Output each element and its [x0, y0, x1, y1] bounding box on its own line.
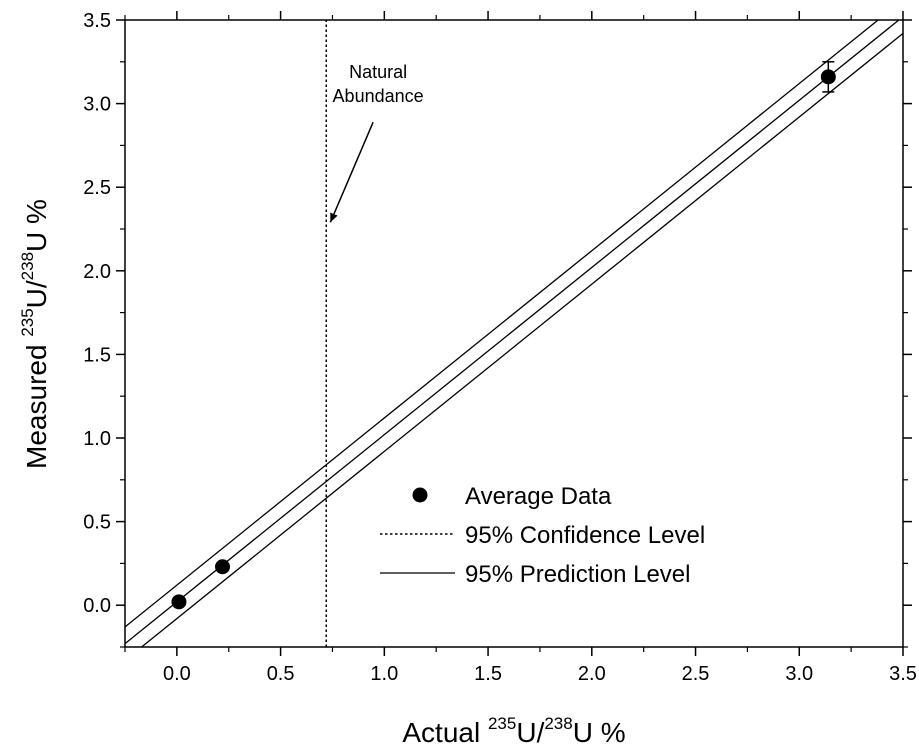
- legend-label: 95% Confidence Level: [465, 522, 705, 549]
- x-tick-label: 1.0: [370, 663, 398, 685]
- y-tick-label: 2.5: [83, 177, 111, 199]
- data-point: [215, 559, 231, 575]
- y-tick-label: 2.0: [83, 261, 111, 283]
- legend-label: Average Data: [465, 483, 612, 510]
- y-tick-label: 0.5: [83, 512, 111, 534]
- regression-fit-line: [125, 20, 900, 645]
- y-sup-235: 235: [18, 308, 37, 336]
- y-tick-label: 3.0: [83, 94, 111, 116]
- x-tick-label: 3.5: [889, 663, 917, 685]
- plot-frame: [124, 19, 904, 648]
- y-tick-label: 1.5: [83, 344, 111, 366]
- x-tick-label: 0.5: [267, 663, 295, 685]
- legend-marker-average: [412, 487, 428, 503]
- annotation-arrow: [329, 121, 374, 223]
- y-sup-238: 238: [18, 252, 37, 280]
- x-tick-label: 0.0: [163, 663, 191, 685]
- y-axis-title: Measured 235U/238U %: [18, 199, 52, 469]
- prediction-upper-line: [125, 20, 880, 628]
- x-tick-label: 1.5: [474, 663, 502, 685]
- data-point: [820, 69, 836, 85]
- x-tick-label: 3.0: [785, 663, 813, 685]
- y-tick-label: 0.0: [83, 595, 111, 617]
- x-axis-title: Actual 235U/238U %: [402, 714, 625, 748]
- x-tick-label: 2.5: [682, 663, 710, 685]
- y-tick-label: 3.5: [83, 10, 111, 32]
- y-tick-label: 1.0: [83, 428, 111, 450]
- annotation-abundance: Abundance: [333, 86, 424, 106]
- x-tick-label: 2.0: [578, 663, 606, 685]
- data-point: [171, 594, 187, 610]
- x-sup-238: 238: [544, 714, 572, 733]
- x-sup-235: 235: [488, 714, 516, 733]
- legend-label: 95% Prediction Level: [465, 561, 690, 588]
- prediction-lower-line: [140, 32, 903, 647]
- annotation-natural: Natural: [349, 62, 407, 82]
